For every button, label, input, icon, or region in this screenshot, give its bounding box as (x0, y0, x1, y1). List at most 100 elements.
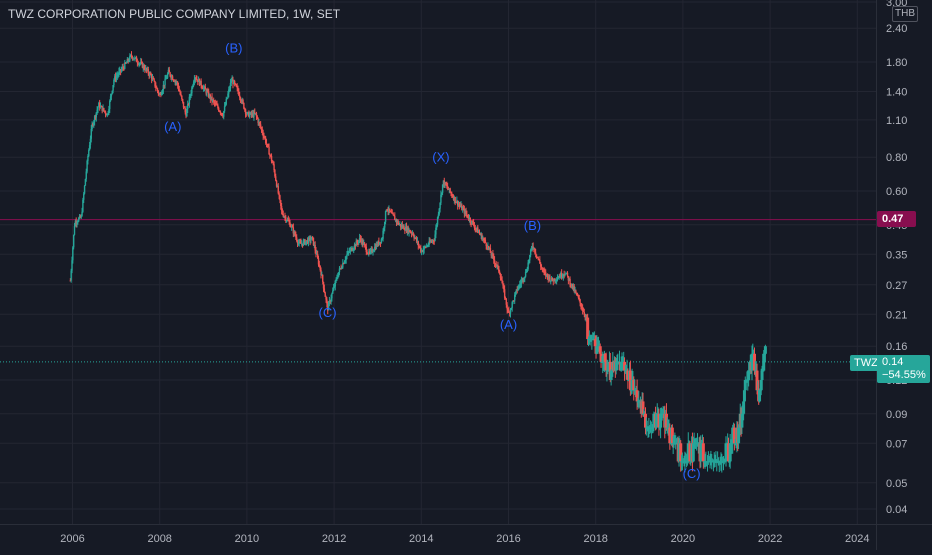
candle-down (626, 370, 630, 380)
candle-up (515, 289, 518, 292)
candle-up (76, 222, 78, 224)
candle-up (422, 249, 425, 252)
candle-up (488, 248, 491, 250)
candle-up (125, 62, 128, 64)
candle-down (474, 228, 476, 230)
candle-down (490, 252, 492, 256)
candle-down (501, 280, 503, 284)
candle-down (425, 246, 427, 248)
candle-down (92, 123, 94, 126)
candle-up (344, 259, 347, 262)
candle-down (282, 214, 284, 217)
candle-down (604, 361, 608, 371)
candle-up (358, 240, 360, 244)
candle-down (180, 94, 182, 96)
candle-up (423, 246, 425, 250)
candle-up (199, 80, 201, 85)
candle-up (249, 112, 252, 115)
candle-up (436, 217, 439, 225)
candle-down (479, 233, 482, 236)
candle-up (341, 267, 343, 269)
candle-up (93, 116, 96, 122)
candle-down (581, 306, 583, 309)
candle-up (210, 96, 212, 100)
candle-up (685, 461, 689, 463)
candle-down (504, 297, 507, 299)
candle-down (296, 240, 299, 244)
candle-up (487, 245, 489, 248)
candle-down (472, 222, 475, 226)
candle-up (402, 226, 404, 228)
candle-down (351, 248, 353, 251)
wave-label: (X) (432, 150, 449, 165)
candle-down (547, 275, 549, 280)
candle-down (259, 124, 262, 128)
candle-up (78, 215, 81, 219)
wave-label: (A) (500, 317, 517, 332)
candle-up (385, 209, 388, 212)
candle-down (498, 271, 501, 274)
candle-up (742, 401, 746, 414)
candle-down (222, 115, 224, 117)
candle-down (294, 231, 296, 236)
candle-down (176, 82, 179, 86)
candle-down (296, 237, 298, 241)
candle-up (468, 217, 471, 220)
candle-up (427, 244, 430, 246)
candle-up (191, 87, 193, 94)
candle-down (443, 180, 445, 186)
candle-down (466, 213, 468, 216)
candle-up (224, 104, 227, 107)
candle-up (223, 111, 225, 117)
candle-down (516, 289, 518, 291)
candle-down (274, 170, 276, 177)
candle-up (159, 94, 161, 96)
candle-down (360, 239, 362, 243)
candle-up (335, 278, 337, 281)
candle-down (75, 221, 77, 224)
x-tick-label: 2024 (845, 533, 869, 545)
candle-up (228, 89, 230, 94)
candle-down (537, 257, 539, 260)
candle-up (321, 274, 323, 276)
candle-down (217, 105, 219, 109)
candle-down (540, 266, 543, 268)
candle-up (529, 255, 531, 261)
candle-down (419, 246, 421, 248)
candle-up (659, 413, 663, 428)
candle-up (462, 208, 464, 211)
candle-up (669, 443, 673, 445)
x-tick-label: 2014 (409, 533, 433, 545)
candle-up (358, 237, 361, 241)
candle-up (337, 272, 340, 277)
candle-down (410, 232, 413, 234)
candle-up (107, 113, 109, 115)
candle-up (95, 112, 98, 118)
candle-down (451, 193, 453, 196)
candle-up (496, 265, 498, 267)
candle-down (326, 299, 328, 304)
candle-down (470, 221, 472, 224)
candle-up (610, 370, 614, 372)
candle-down (367, 253, 369, 255)
candle-down (486, 246, 488, 248)
candle-up (151, 77, 154, 80)
candle-down (212, 99, 215, 102)
candle-down (401, 225, 404, 228)
candle-down (379, 242, 382, 244)
candle-down (366, 252, 368, 254)
candle-down (327, 303, 329, 311)
candle-down (539, 263, 542, 267)
candle-down (244, 109, 247, 114)
candle-up (208, 94, 211, 97)
currency-badge[interactable]: THB (892, 6, 918, 22)
candle-up (346, 254, 348, 257)
candle-down (248, 112, 250, 117)
candle-up (728, 443, 732, 462)
candle-down (753, 353, 757, 371)
candle-down (623, 361, 627, 371)
candle-down (260, 127, 263, 130)
candle-down (449, 188, 451, 192)
